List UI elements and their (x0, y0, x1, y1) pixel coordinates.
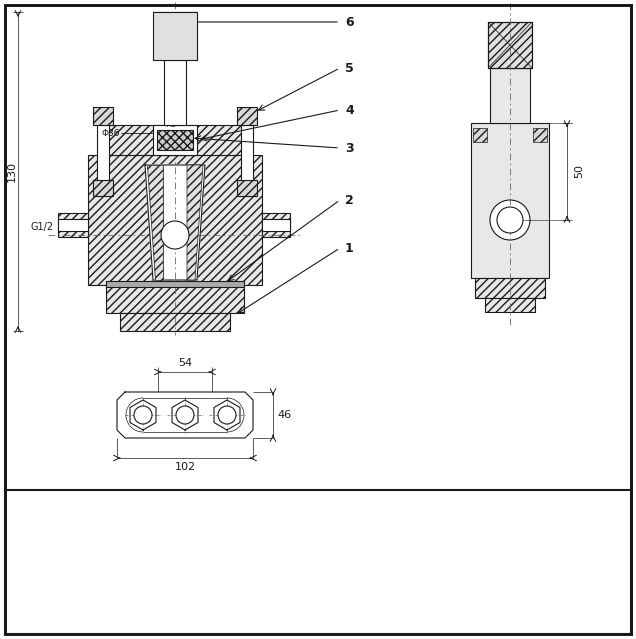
Text: （图号）: （图号） (593, 605, 618, 615)
Circle shape (490, 200, 530, 240)
Bar (153, 12, 197, 60)
Text: 螺栓 M10  25: 螺栓 M10 25 (60, 521, 118, 531)
Bar (262, 213, 290, 237)
Text: 审核: 审核 (369, 617, 381, 627)
Bar (58, 219, 88, 231)
Text: 1: 1 (345, 242, 354, 254)
Text: 填料压盖: 填料压盖 (76, 545, 102, 555)
Text: 1: 1 (149, 593, 156, 603)
Text: 102: 102 (174, 462, 195, 472)
Text: 1: 1 (345, 497, 352, 507)
Text: 材  料: 材 料 (481, 521, 499, 531)
Polygon shape (147, 165, 163, 280)
Text: Φ36: Φ36 (102, 128, 120, 137)
Bar (97, 125, 109, 185)
Text: 旋  塞  阀: 旋 塞 阀 (424, 553, 486, 571)
Text: 3: 3 (18, 569, 25, 579)
Bar (488, 22, 532, 68)
Text: 序号: 序号 (343, 521, 356, 531)
Text: 4: 4 (18, 545, 25, 555)
Circle shape (497, 207, 523, 233)
Bar (100, 125, 250, 155)
Polygon shape (187, 165, 203, 280)
Bar (106, 281, 244, 287)
Text: 6: 6 (18, 497, 25, 507)
Bar (157, 130, 193, 150)
Text: 垫  圈: 垫 圈 (80, 593, 99, 603)
Text: 制图: 制图 (369, 593, 381, 603)
Circle shape (218, 406, 236, 424)
Text: GB 97.1-85: GB 97.1-85 (265, 594, 315, 603)
Text: 5: 5 (345, 61, 354, 75)
Text: f9: f9 (165, 134, 173, 143)
Text: 3: 3 (345, 141, 354, 155)
Bar (490, 68, 530, 123)
Text: H9: H9 (165, 120, 177, 129)
Bar (237, 107, 257, 125)
Bar (533, 128, 547, 142)
Circle shape (176, 406, 194, 424)
Text: 数量: 数量 (429, 521, 441, 531)
Bar (471, 123, 549, 278)
Text: 填  料: 填 料 (80, 569, 99, 579)
Bar (475, 278, 545, 298)
Text: 2: 2 (345, 194, 354, 206)
Text: 比例: 比例 (586, 545, 598, 555)
Text: 5: 5 (18, 521, 25, 531)
Text: 1: 1 (431, 497, 438, 507)
Text: HT150: HT150 (191, 497, 225, 507)
Text: 1:1: 1:1 (611, 545, 626, 555)
Polygon shape (147, 165, 163, 280)
Bar (153, 125, 197, 155)
Text: 50: 50 (574, 164, 584, 178)
Text: 零件名称: 零件名称 (382, 521, 406, 531)
Bar (473, 128, 487, 142)
Bar (106, 285, 244, 313)
Text: 2: 2 (149, 521, 156, 531)
Circle shape (161, 221, 189, 249)
Text: 第1张: 第1张 (609, 569, 627, 579)
Text: 阀  体: 阀 体 (385, 497, 403, 507)
Text: Q235A: Q235A (190, 593, 225, 603)
Text: HT150: HT150 (473, 497, 507, 507)
Bar (262, 219, 290, 231)
Bar (485, 298, 535, 312)
Text: 石棉绳: 石棉绳 (198, 569, 217, 579)
Bar (237, 180, 257, 196)
Text: 54: 54 (178, 358, 192, 368)
Text: 46: 46 (277, 410, 291, 420)
Text: 130: 130 (7, 161, 17, 182)
Text: GB 5782-86: GB 5782-86 (263, 521, 317, 530)
Circle shape (134, 406, 152, 424)
Text: 2: 2 (18, 593, 25, 603)
Bar (93, 180, 113, 196)
Bar (58, 213, 88, 237)
Text: Q235A: Q235A (190, 521, 225, 531)
Text: 6: 6 (345, 15, 354, 29)
Bar (93, 107, 113, 125)
Text: HT150: HT150 (191, 545, 225, 555)
Text: 共1张: 共1张 (581, 569, 599, 579)
Polygon shape (145, 165, 205, 280)
Bar (5, 490, 631, 634)
Text: 备  注: 备 注 (596, 521, 615, 531)
Text: （校名）: （校名） (543, 605, 567, 615)
Text: G1/2: G1/2 (31, 222, 54, 232)
Polygon shape (117, 392, 253, 438)
Text: 旋  塞: 旋 塞 (80, 497, 99, 507)
Bar (88, 155, 262, 285)
Bar (120, 313, 230, 331)
Bar (488, 22, 532, 68)
Text: 1: 1 (149, 545, 156, 555)
Bar (241, 125, 253, 185)
Text: 1: 1 (149, 569, 156, 579)
Text: 4: 4 (345, 104, 354, 116)
Bar (164, 60, 186, 125)
Text: 1: 1 (149, 497, 156, 507)
